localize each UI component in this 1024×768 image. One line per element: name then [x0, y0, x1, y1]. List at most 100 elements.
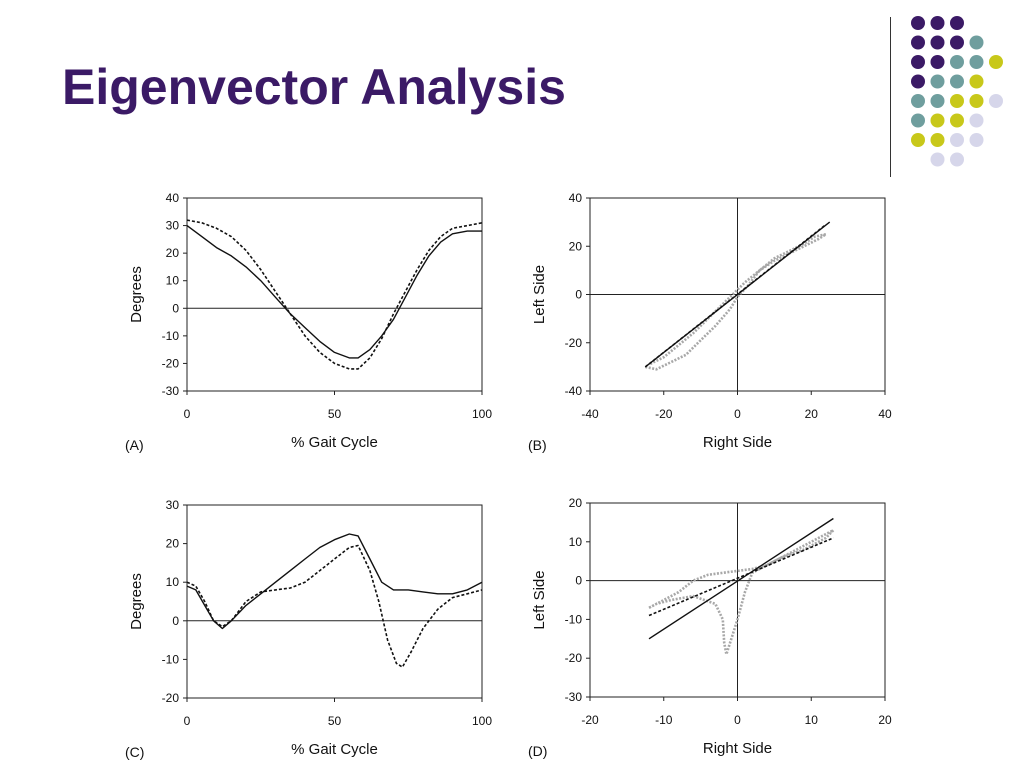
y-tick-label: -20 — [162, 356, 180, 370]
x-tick-label: 10 — [805, 713, 819, 727]
decorative-dot — [969, 74, 984, 89]
decorative-dot — [911, 133, 925, 147]
y-tick-label: 10 — [569, 535, 583, 549]
decorative-dot — [950, 35, 964, 50]
data-series-solid — [648, 517, 834, 640]
x-tick-label: 50 — [328, 714, 342, 728]
x-tick-label: 100 — [472, 714, 492, 728]
x-tick-label: 0 — [184, 407, 191, 421]
y-tick-label: 10 — [166, 575, 180, 589]
data-series-dashed — [186, 544, 483, 668]
x-tick-label: 0 — [184, 714, 191, 728]
data-series-dashed — [648, 537, 834, 617]
decorative-dot — [930, 55, 945, 69]
x-tick-label: -40 — [581, 407, 599, 421]
y-tick-label: 0 — [172, 301, 179, 315]
y-tick-label: 40 — [569, 191, 583, 205]
y-tick-label: -10 — [162, 652, 180, 666]
decorative-dot — [950, 16, 964, 30]
decorative-dot-grid — [911, 16, 1003, 167]
panel-label: (D) — [528, 743, 547, 759]
x-axis-label: Right Side — [703, 434, 772, 451]
decorative-dot — [969, 55, 984, 69]
y-tick-label: -30 — [162, 384, 180, 398]
decorative-dot — [911, 35, 925, 50]
decorative-dot — [969, 113, 984, 128]
x-tick-label: 50 — [328, 407, 342, 421]
chart-panel-2: 40 20 0 -20 -40 -40 -20 0 20 40 Right Side Left Sid… — [528, 191, 892, 453]
x-tick-label: 100 — [472, 407, 492, 421]
y-tick-label: 20 — [569, 496, 583, 510]
decorative-dot — [930, 152, 945, 167]
x-tick-label: -20 — [655, 407, 673, 421]
data-series-dashed — [186, 219, 483, 370]
y-tick-label: 0 — [575, 574, 582, 588]
decorative-dot — [930, 113, 945, 128]
decorative-dot — [930, 74, 945, 89]
decorative-dot — [911, 113, 925, 128]
x-tick-label: 0 — [734, 407, 741, 421]
title-divider — [890, 17, 891, 177]
decorative-dot — [950, 133, 964, 147]
decorative-dot — [989, 55, 1003, 69]
chart-panel-4: 20 10 0 -10 -20 -30 -20 -10 0 10 20 Right Side Left … — [528, 496, 892, 759]
plot-frame — [186, 504, 483, 699]
x-axis-label: Right Side — [703, 740, 772, 757]
decorative-dot — [911, 16, 925, 30]
decorative-dot — [950, 74, 964, 89]
y-tick-label: -20 — [162, 691, 180, 705]
decorative-dot — [930, 35, 945, 50]
x-axis-label: % Gait Cycle — [291, 741, 378, 758]
y-tick-label: -20 — [565, 336, 583, 350]
decorative-dot — [911, 55, 925, 69]
y-tick-label: 40 — [166, 191, 180, 205]
decorative-dot — [911, 94, 925, 108]
y-tick-label: 20 — [166, 246, 180, 260]
decorative-dot — [969, 35, 984, 50]
x-tick-label: 20 — [878, 713, 892, 727]
decorative-dot — [989, 94, 1003, 108]
y-tick-label: 0 — [575, 288, 582, 302]
x-tick-label: -20 — [581, 713, 599, 727]
decorative-dot — [950, 94, 964, 108]
panel-label: (B) — [528, 437, 547, 453]
y-axis-label: Left Side — [531, 265, 548, 324]
data-series-solid — [186, 225, 482, 359]
decorative-dot — [930, 16, 945, 30]
y-tick-label: 20 — [166, 537, 180, 551]
y-axis-label: Left Side — [531, 570, 548, 629]
y-tick-label: -10 — [162, 329, 180, 343]
y-tick-label: 10 — [166, 274, 180, 288]
y-tick-label: 30 — [166, 498, 180, 512]
decorative-dot — [950, 55, 964, 69]
x-tick-label: 20 — [805, 407, 819, 421]
decorative-dot — [930, 133, 945, 147]
x-tick-label: 40 — [878, 407, 892, 421]
y-tick-label: 30 — [166, 219, 180, 233]
y-axis-label: Degrees — [128, 573, 145, 630]
y-tick-label: -20 — [565, 651, 583, 665]
y-tick-label: -10 — [565, 612, 583, 626]
data-series-dotted-gray — [645, 232, 828, 371]
y-tick-label: -30 — [565, 690, 583, 704]
panel-label: (C) — [125, 744, 144, 760]
decorative-dot — [911, 74, 925, 89]
x-tick-label: 0 — [734, 713, 741, 727]
y-tick-label: 0 — [172, 614, 179, 628]
decorative-dot — [969, 133, 984, 147]
panel-label: (A) — [125, 437, 144, 453]
data-series-solid — [186, 533, 483, 630]
plot-frame — [186, 197, 483, 392]
decorative-dot — [950, 152, 964, 167]
y-tick-label: 20 — [569, 239, 583, 253]
decorative-dot — [969, 94, 984, 108]
x-axis-label: % Gait Cycle — [291, 434, 378, 451]
decorative-dot — [930, 94, 945, 108]
data-series-dashed — [644, 223, 827, 368]
decorative-dot — [950, 113, 964, 128]
slide-title: Eigenvector Analysis — [62, 59, 566, 115]
y-axis-label: Degrees — [128, 266, 145, 323]
